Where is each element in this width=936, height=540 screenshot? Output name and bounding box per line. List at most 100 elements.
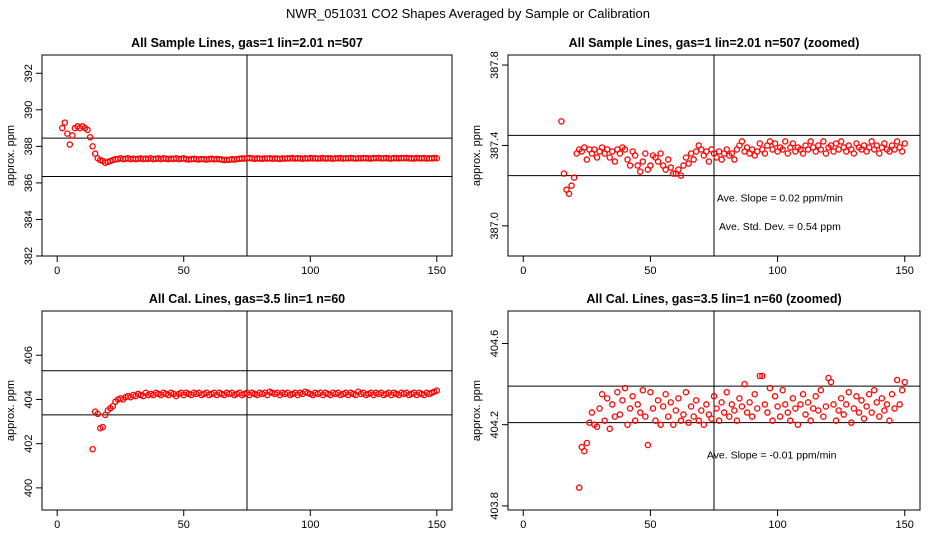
x-tick-label: 50	[644, 265, 656, 277]
data-point	[817, 146, 825, 153]
data-point	[700, 421, 708, 428]
data-point	[690, 156, 697, 163]
data-point	[840, 411, 847, 418]
data-point	[766, 138, 774, 145]
data-point	[690, 413, 697, 420]
data-point	[802, 411, 809, 418]
data-point	[820, 413, 827, 420]
data-point	[753, 148, 761, 155]
x-tick-label: 100	[301, 265, 319, 277]
data-point	[86, 133, 94, 141]
y-tick-label: 382	[23, 247, 35, 265]
data-point	[723, 388, 730, 396]
data-point	[621, 146, 629, 153]
data-point	[591, 146, 598, 153]
data-point	[728, 150, 736, 157]
data-point	[817, 386, 825, 394]
data-point	[639, 158, 647, 165]
data-point	[850, 405, 858, 412]
data-point	[807, 138, 814, 145]
data-point	[812, 393, 819, 400]
data-point	[670, 170, 677, 177]
x-tick-label: 0	[520, 519, 526, 531]
data-point	[799, 391, 807, 398]
y-tick-label: 404	[23, 390, 35, 408]
data-point	[642, 150, 649, 157]
data-point	[809, 405, 817, 412]
x-tick-label: 50	[644, 519, 656, 531]
data-point	[832, 417, 840, 424]
data-point	[842, 401, 850, 408]
data-point	[876, 413, 883, 420]
data-point	[881, 140, 888, 147]
y-tick-label: 387.8	[489, 51, 501, 79]
data-point	[781, 401, 789, 408]
data-point	[883, 401, 891, 408]
data-point	[611, 413, 619, 420]
data-point	[647, 388, 654, 396]
data-point	[672, 407, 680, 414]
data-point	[848, 419, 855, 426]
data-point	[593, 423, 601, 430]
data-point	[667, 399, 675, 406]
data-point	[812, 148, 819, 155]
data-point	[738, 138, 746, 145]
x-tick-label: 100	[768, 519, 786, 531]
data-point	[657, 421, 664, 428]
x-tick-label: 50	[178, 519, 190, 531]
y-tick-label: 406	[23, 346, 35, 364]
data-point	[733, 417, 741, 424]
data-point	[815, 407, 822, 414]
data-point	[835, 146, 842, 153]
data-point	[593, 154, 601, 161]
x-tick-label: 150	[428, 519, 446, 531]
data-point	[631, 152, 639, 159]
data-point	[626, 162, 634, 169]
data-point	[860, 142, 868, 149]
data-point	[626, 405, 634, 412]
data-point	[99, 423, 106, 431]
data-point	[832, 140, 840, 147]
y-tick-label: 390	[23, 101, 35, 119]
data-point	[845, 388, 853, 396]
data-point	[723, 146, 730, 153]
data-point	[677, 417, 685, 424]
data-point	[677, 172, 685, 179]
data-point	[748, 413, 756, 420]
y-tick-label: 404.2	[489, 411, 501, 439]
data-point	[718, 156, 725, 163]
data-point	[61, 119, 69, 126]
x-tick-label: 150	[896, 519, 914, 531]
data-point	[698, 146, 705, 153]
data-point	[779, 386, 786, 394]
data-point	[779, 146, 786, 153]
data-point	[873, 399, 881, 406]
data-point	[662, 166, 669, 173]
data-point	[581, 144, 588, 151]
data-point	[616, 411, 624, 418]
data-point	[830, 401, 837, 408]
data-point	[705, 158, 713, 165]
data-point	[662, 391, 669, 398]
y-axis-label: approx. ppm	[5, 380, 17, 441]
x-tick-label: 0	[54, 265, 60, 277]
data-point	[713, 154, 720, 161]
data-point	[797, 401, 804, 408]
data-point	[682, 154, 690, 161]
data-point	[649, 405, 657, 412]
data-point	[751, 391, 758, 398]
annotation-text: Ave. Slope = -0.01 ppm/min	[707, 449, 837, 461]
data-point	[657, 150, 664, 157]
data-point	[731, 407, 738, 414]
data-point	[769, 146, 776, 153]
y-tick-label: 403.8	[489, 492, 501, 520]
data-point	[84, 126, 91, 134]
data-point	[741, 380, 748, 388]
y-tick-label: 388	[23, 137, 35, 155]
data-point	[804, 399, 812, 406]
data-point	[621, 384, 629, 392]
data-point	[601, 417, 608, 424]
data-point	[670, 421, 677, 428]
data-point	[766, 384, 774, 392]
data-point	[692, 397, 700, 404]
